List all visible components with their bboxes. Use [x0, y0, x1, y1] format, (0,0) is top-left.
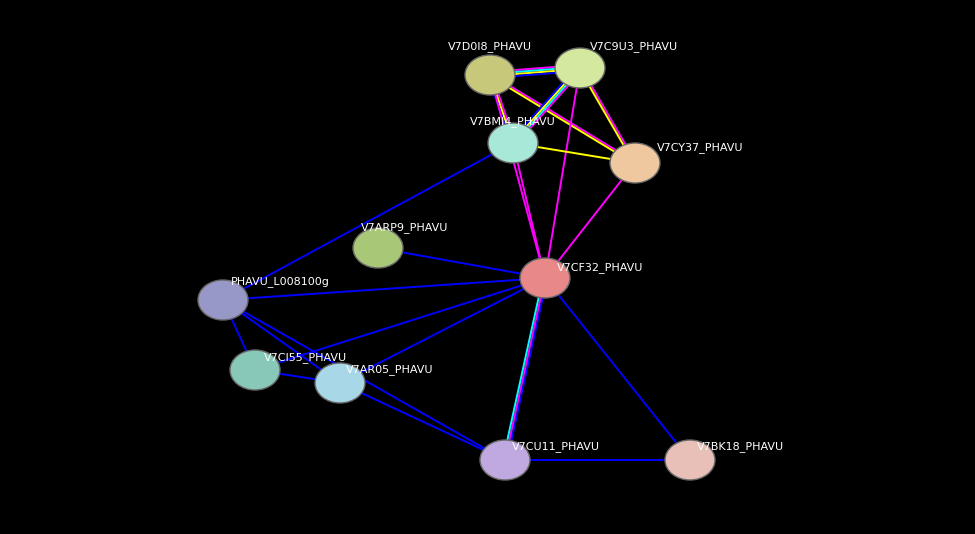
Text: PHAVU_L008100g: PHAVU_L008100g: [230, 277, 330, 287]
Ellipse shape: [480, 440, 530, 480]
Text: V7CF32_PHAVU: V7CF32_PHAVU: [557, 263, 644, 273]
Text: V7ARP9_PHAVU: V7ARP9_PHAVU: [362, 223, 449, 233]
Ellipse shape: [520, 258, 570, 298]
Ellipse shape: [353, 228, 403, 268]
Text: V7C9U3_PHAVU: V7C9U3_PHAVU: [590, 42, 678, 52]
Ellipse shape: [488, 123, 538, 163]
Ellipse shape: [665, 440, 715, 480]
Ellipse shape: [230, 350, 280, 390]
Ellipse shape: [555, 48, 605, 88]
Text: V7D0I8_PHAVU: V7D0I8_PHAVU: [448, 42, 532, 52]
Ellipse shape: [610, 143, 660, 183]
Text: V7CY37_PHAVU: V7CY37_PHAVU: [657, 143, 743, 153]
Text: V7BMI4_PHAVU: V7BMI4_PHAVU: [470, 116, 556, 128]
Text: V7CI55_PHAVU: V7CI55_PHAVU: [263, 352, 346, 364]
Ellipse shape: [315, 363, 365, 403]
Ellipse shape: [465, 55, 515, 95]
Text: V7AR05_PHAVU: V7AR05_PHAVU: [346, 365, 434, 375]
Text: V7CU11_PHAVU: V7CU11_PHAVU: [512, 442, 600, 452]
Ellipse shape: [198, 280, 248, 320]
Text: V7BK18_PHAVU: V7BK18_PHAVU: [696, 442, 784, 452]
